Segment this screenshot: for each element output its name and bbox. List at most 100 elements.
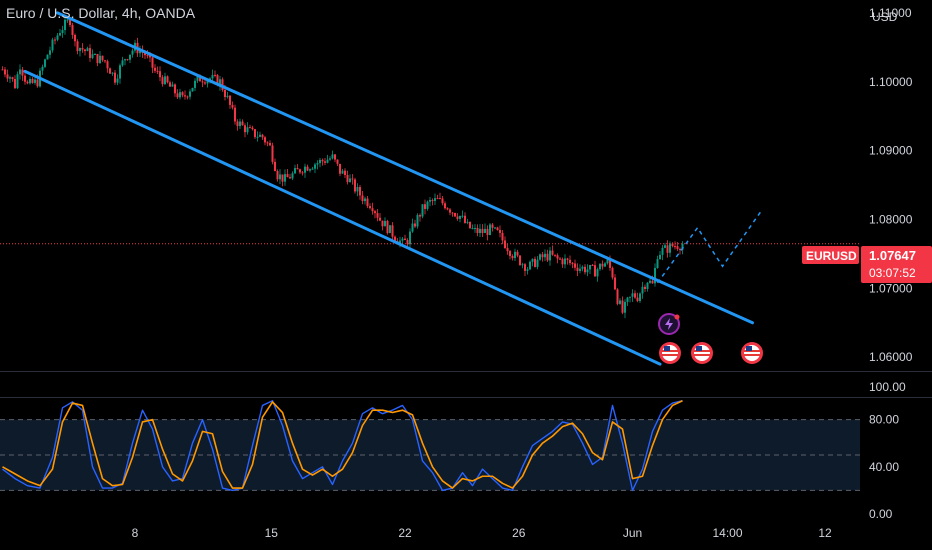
candle-body [384,220,386,227]
stoch-tick-label: 0.00 [869,507,893,521]
candle-body [311,168,314,170]
candle-body [84,49,86,52]
candle-body [664,245,666,248]
candle-body [506,248,509,252]
candle-body [446,208,449,210]
candle-body [436,198,439,200]
candle-body [96,54,99,64]
candle-body [199,76,201,82]
candles-group [0,14,860,319]
candle-body [584,266,586,273]
candle-body [284,174,286,182]
candle-body [154,67,156,71]
candle-body [76,41,79,52]
candle-body [334,154,336,160]
candle-body [356,187,359,192]
candle-body [226,95,229,97]
channel-line-lower[interactable] [23,69,662,366]
candle-body [79,47,81,52]
candle-body [401,238,404,241]
candle-body [9,77,11,79]
time-tick-label: 8 [132,526,139,540]
symbol-title[interactable]: Euro / U.S. Dollar, 4h, OANDA [6,5,196,21]
candle-body [54,39,56,41]
candle-body [354,179,356,192]
candle-body [26,81,29,84]
candle-body [19,69,21,75]
candle-body [36,79,39,87]
candle-body [264,137,266,143]
price-tick-label: 1.08000 [869,212,913,226]
candle-body [234,107,236,122]
candle-body [119,65,121,79]
candle-body [4,69,6,75]
candle-body [189,91,191,97]
candle-body [511,255,514,259]
projection-line[interactable] [656,208,764,284]
candle-body [104,60,106,62]
candle-body [636,297,639,302]
candle-body [569,259,571,264]
candle-body [529,261,531,270]
candle-body [556,255,559,259]
candle-body [246,127,249,133]
candle-body [371,208,374,212]
us-flag-event-icon[interactable] [659,342,681,364]
us-flag-event-icon[interactable] [741,342,763,364]
candle-body [89,48,91,59]
candle-body [166,76,169,83]
candle-body [6,74,9,79]
stochastic-indicator [2,399,683,492]
candle-body [534,258,536,267]
candle-body [204,82,206,84]
candle-body [559,258,561,260]
candle-body [49,50,51,55]
channel-line-upper[interactable] [56,11,754,325]
candle-body [244,125,246,133]
candle-body [24,75,26,82]
lightning-event-icon[interactable] [658,313,680,335]
candle-body [564,258,566,265]
candle-body [296,168,299,170]
candle-body [99,55,101,64]
candle-body [164,76,166,85]
stoch-tick-label: 40.00 [869,460,899,474]
candle-body [601,263,604,267]
candle-body [149,55,151,58]
candle-body [346,174,349,183]
candle-body [129,54,131,60]
candle-body [159,71,161,78]
candle-body [331,154,334,159]
price-tick-label: 1.06000 [869,350,913,364]
candle-body [526,269,529,271]
us-flag-event-icon[interactable] [691,342,713,364]
candle-body [394,236,396,241]
candle-body [251,127,254,130]
candle-body [374,211,376,214]
candle-body [666,245,669,253]
candle-body [461,215,464,217]
candle-body [539,254,541,260]
candle-body [86,48,89,52]
candle-body [541,254,544,258]
candle-body [31,78,34,83]
stoch-d-line [2,399,683,489]
candle-body [514,251,516,259]
candle-body [176,93,179,98]
candle-body [301,172,304,174]
candle-body [449,209,451,213]
candle-body [581,266,584,269]
candle-body [144,52,146,56]
candle-body [486,228,489,235]
stoch-tick-label: 80.00 [869,413,899,427]
candle-body [366,198,369,207]
candle-body [324,161,326,163]
candle-body [196,76,199,81]
candle-body [184,95,186,97]
candle-body [406,240,409,245]
price-tick-label: 1.10000 [869,75,913,89]
candle-body [659,254,661,260]
candle-body [419,215,421,217]
candle-body [124,59,126,61]
